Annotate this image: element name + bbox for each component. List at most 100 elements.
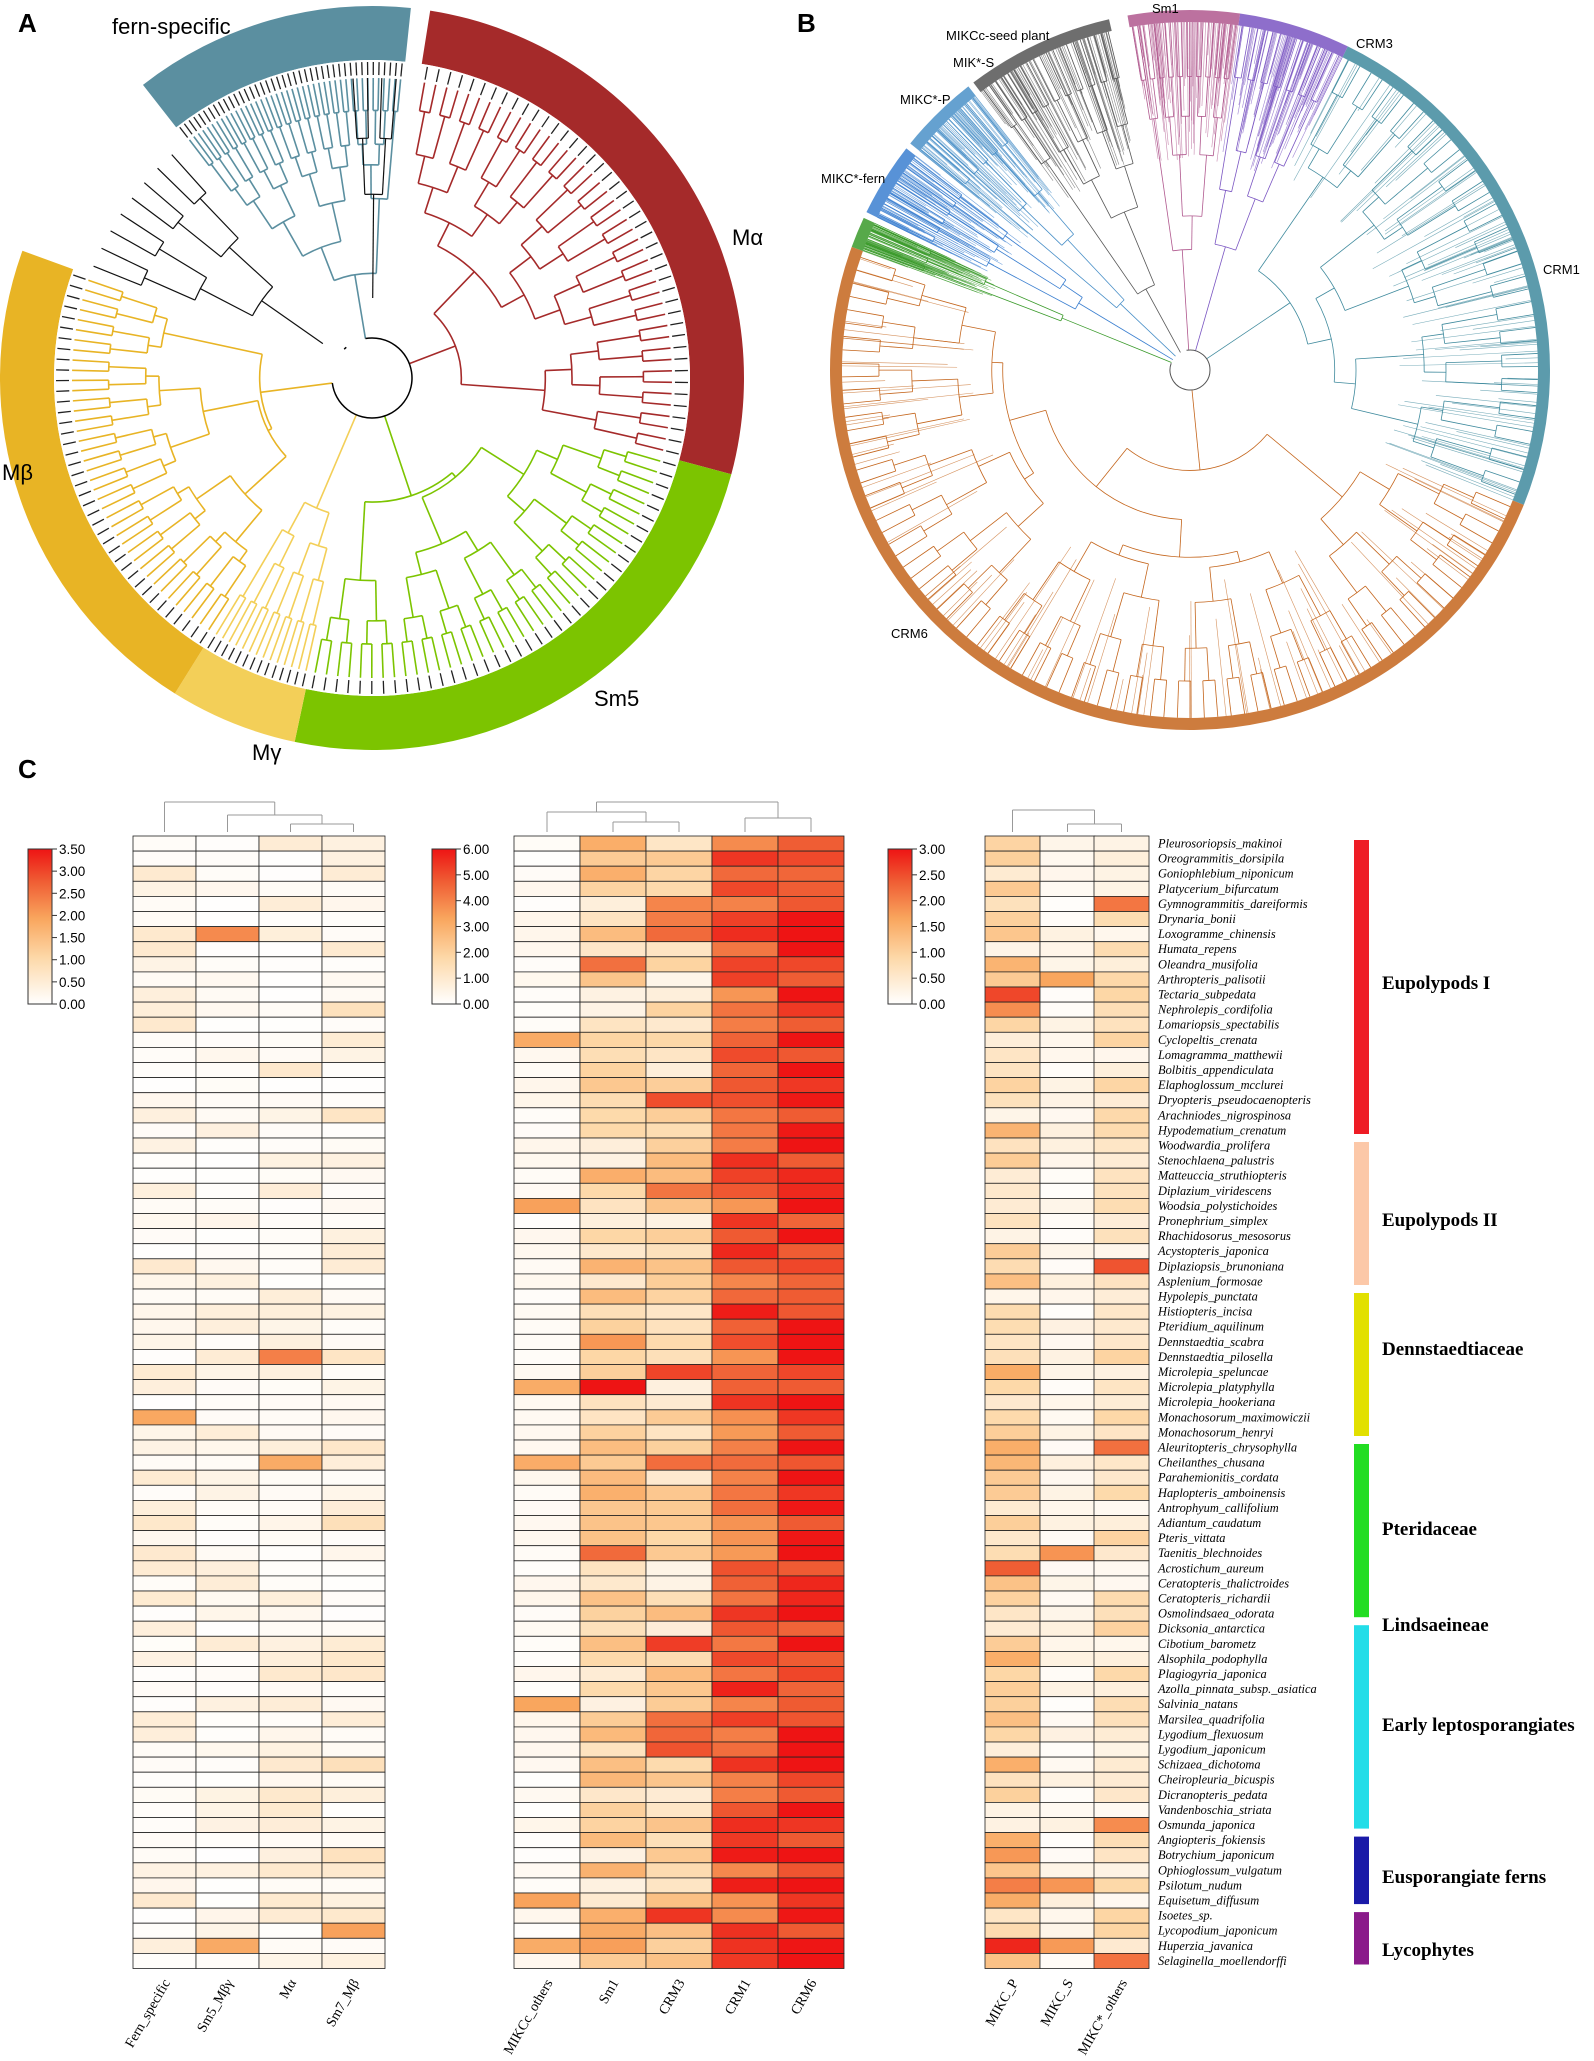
tree-a-leaf-label bbox=[87, 509, 100, 517]
tree-a-branch bbox=[631, 291, 660, 302]
heatmap-cell bbox=[321, 1213, 386, 1230]
tree-a-branch bbox=[640, 335, 670, 342]
tree-a-branch bbox=[403, 618, 408, 642]
tree-a-branch bbox=[319, 199, 346, 208]
heatmap-cell bbox=[513, 1047, 581, 1063]
tree-b-branch bbox=[1199, 116, 1202, 155]
tree-b-branch bbox=[1403, 350, 1538, 359]
tree-b-branch bbox=[1446, 534, 1455, 546]
tree-b-branch bbox=[1110, 592, 1125, 637]
tree-b-branch bbox=[1308, 657, 1323, 692]
tree-a-leaf-label bbox=[249, 657, 256, 670]
heatmap-cell bbox=[132, 1711, 197, 1728]
tree-a-branch bbox=[386, 78, 391, 111]
species-label: Osmunda_japonica bbox=[1158, 1818, 1255, 1832]
tree-a-branch bbox=[97, 483, 132, 501]
heatmap-cell bbox=[321, 1802, 386, 1818]
tree-b-branch bbox=[1421, 333, 1444, 338]
heatmap-cell bbox=[1093, 1953, 1150, 1969]
tree-b-branch bbox=[1030, 60, 1086, 169]
tree-a-branch bbox=[93, 475, 128, 491]
tree-b-branch bbox=[1061, 46, 1093, 123]
heatmap-cell bbox=[711, 1107, 779, 1124]
tree-a-branch bbox=[469, 624, 484, 658]
heatmap-cell bbox=[645, 1092, 713, 1109]
tree-b-branch bbox=[1102, 33, 1125, 117]
tree-a-branch bbox=[562, 444, 602, 460]
tree-a-branch bbox=[110, 415, 114, 425]
tree-b-branch bbox=[1082, 38, 1119, 149]
tree-b-branch bbox=[953, 113, 1007, 172]
tree-b-branch bbox=[850, 418, 970, 447]
tree-b-branch bbox=[1290, 629, 1304, 661]
heatmap-cell bbox=[513, 1635, 581, 1652]
tree-b-branch bbox=[1087, 613, 1116, 703]
tree-b-branch bbox=[1480, 342, 1537, 348]
tree-b-branch bbox=[1236, 551, 1241, 562]
tree-b-branch bbox=[856, 269, 913, 287]
heatmap-cell bbox=[645, 1379, 713, 1396]
tree-b-branch bbox=[1154, 23, 1163, 98]
tree-b-branch bbox=[1427, 229, 1509, 266]
tree-b-branch bbox=[901, 475, 933, 489]
species-label: Lomagramma_matthewii bbox=[1157, 1048, 1283, 1062]
tree-b-branch bbox=[886, 199, 960, 242]
tree-b-branch bbox=[1060, 46, 1076, 85]
heatmap-cell bbox=[645, 1137, 713, 1154]
tree-a-branch bbox=[421, 497, 443, 545]
heatmap-cell bbox=[258, 1635, 323, 1652]
heatmap-cell bbox=[513, 1469, 581, 1486]
heatmap-cell bbox=[711, 1409, 779, 1426]
heatmap-cell bbox=[1039, 1832, 1096, 1849]
tree-b-branch bbox=[946, 592, 973, 620]
tree-a-branch bbox=[361, 78, 365, 111]
tree-a-leaf-label bbox=[359, 680, 361, 694]
tree-b-branch bbox=[932, 569, 972, 605]
tree-b-branch bbox=[1287, 45, 1318, 120]
heatmap-cell bbox=[513, 1213, 581, 1230]
heatmap-cell bbox=[1039, 1666, 1096, 1683]
tree-a-branch bbox=[147, 344, 162, 349]
heatmap-cell bbox=[132, 1439, 197, 1456]
tree-a-branch bbox=[569, 354, 573, 385]
tree-a-branch bbox=[297, 623, 311, 670]
tree-b-branch bbox=[1501, 389, 1538, 394]
heatmap-cell bbox=[777, 1349, 845, 1365]
tree-b-branch bbox=[1399, 591, 1409, 600]
tree-b-branch bbox=[1470, 502, 1505, 520]
tree-b-branch bbox=[929, 139, 998, 200]
tree-b-branch bbox=[1389, 442, 1517, 491]
tree-b-stem bbox=[1195, 246, 1226, 351]
tree-b-branch bbox=[1493, 288, 1529, 298]
tree-b-branch bbox=[1017, 67, 1052, 127]
tree-b-branch bbox=[867, 239, 914, 259]
tree-a-branch bbox=[109, 398, 147, 404]
tree-b-branch bbox=[1445, 287, 1529, 308]
tree-b-branch bbox=[1118, 544, 1124, 556]
heatmap-cell bbox=[513, 926, 581, 943]
heatmap-cell bbox=[1039, 1137, 1096, 1154]
heatmap-cell bbox=[513, 1500, 581, 1516]
heatmap-cell bbox=[195, 1137, 260, 1154]
tree-b-branch bbox=[1201, 155, 1207, 217]
tree-a-leaf-label bbox=[588, 589, 599, 600]
tree-b-branch bbox=[1179, 76, 1182, 117]
tree-b-branch bbox=[1432, 268, 1486, 288]
tree-a-leaf-strip bbox=[203, 632, 310, 690]
heatmap-cell bbox=[984, 1696, 1041, 1713]
heatmap-cell bbox=[321, 1077, 386, 1094]
tree-b-branch bbox=[1341, 66, 1361, 98]
tree-b-branch bbox=[990, 84, 1050, 168]
tree-b-label-sm1: Sm1 bbox=[1152, 1, 1179, 16]
heatmap-cell bbox=[132, 911, 197, 928]
heatmap-cell bbox=[579, 1681, 647, 1698]
tree-b-branch bbox=[1155, 23, 1160, 57]
tree-b-branch bbox=[877, 216, 952, 254]
tree-b-branch bbox=[1398, 404, 1534, 428]
tree-a-branch bbox=[570, 350, 599, 356]
tree-b-branch bbox=[915, 155, 941, 176]
heatmap-cell bbox=[711, 1379, 779, 1396]
tree-b-branch bbox=[1441, 419, 1497, 432]
tree-b-branch bbox=[1196, 22, 1199, 99]
tree-b-branch bbox=[1458, 192, 1490, 212]
